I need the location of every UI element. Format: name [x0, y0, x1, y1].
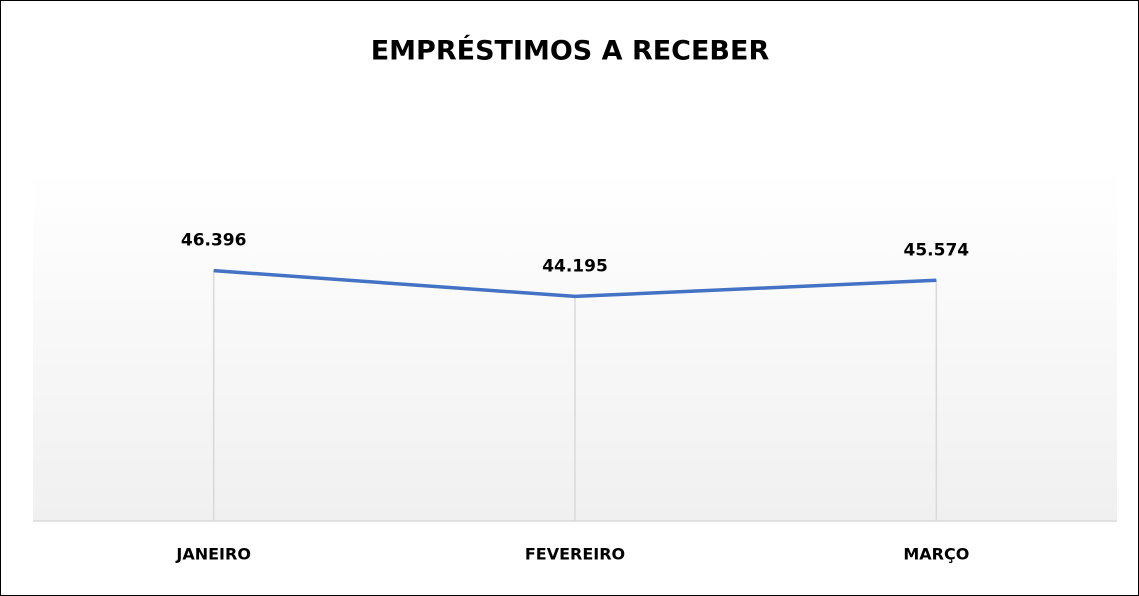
- x-tick-label: MARÇO: [903, 545, 969, 564]
- data-label: 46.396: [181, 231, 247, 251]
- x-tick-label: FEVEREIRO: [525, 545, 625, 564]
- data-label: 44.195: [542, 256, 608, 276]
- chart-title: EMPRÉSTIMOS A RECEBER: [371, 35, 770, 67]
- data-label: 45.574: [904, 240, 970, 260]
- x-tick-label: JANEIRO: [175, 545, 251, 564]
- line: [213, 268, 937, 299]
